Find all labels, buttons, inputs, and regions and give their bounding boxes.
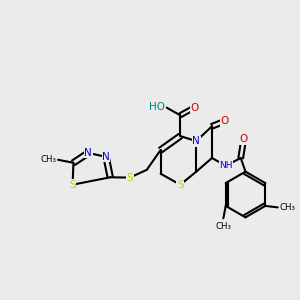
Text: S: S — [69, 180, 76, 190]
Text: CH₃: CH₃ — [215, 222, 231, 231]
Text: S: S — [177, 180, 184, 190]
Text: N: N — [84, 148, 92, 158]
Text: NH: NH — [219, 161, 233, 170]
Text: CH₃: CH₃ — [279, 203, 295, 212]
Text: CH₃: CH₃ — [40, 155, 57, 164]
Text: N: N — [192, 136, 200, 146]
Text: O: O — [240, 134, 248, 144]
Text: O: O — [190, 103, 198, 112]
Text: S: S — [127, 172, 133, 183]
Text: HO: HO — [149, 102, 165, 112]
Text: N: N — [102, 152, 110, 162]
Text: O: O — [220, 116, 229, 126]
